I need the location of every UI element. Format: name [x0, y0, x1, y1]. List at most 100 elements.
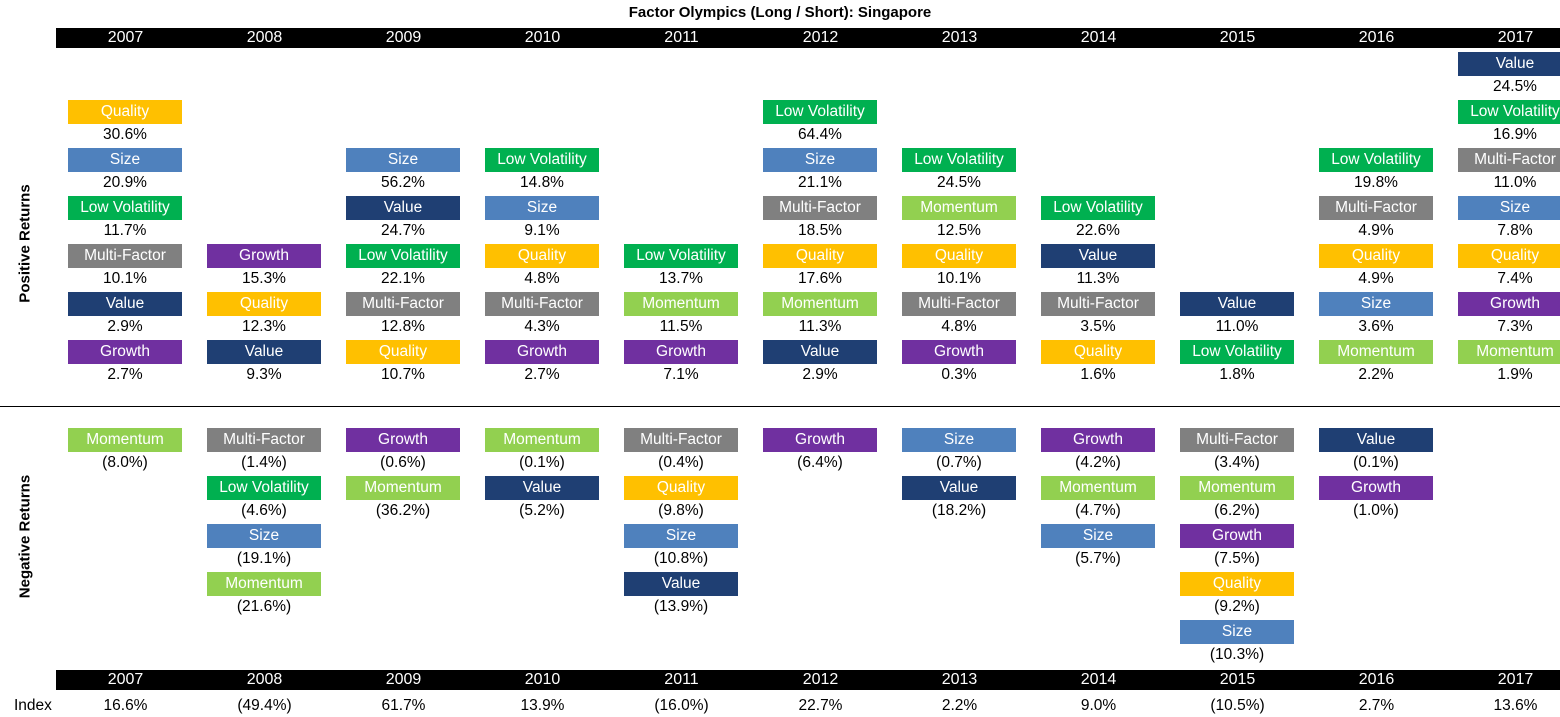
factor-box-size: Size — [68, 148, 182, 172]
factor-box-value: Value — [1041, 244, 1155, 268]
factor-return-value: (4.7%) — [1075, 502, 1121, 519]
factor-return-value: 3.5% — [1080, 318, 1116, 335]
factor-return-value: 4.3% — [524, 318, 560, 335]
factor-box-low-volatility: Low Volatility — [346, 244, 460, 268]
positive-returns-label: Positive Returns — [16, 184, 34, 303]
factor-return-value: 1.9% — [1497, 366, 1533, 383]
factor-box-low-volatility: Low Volatility — [1041, 196, 1155, 220]
year-label: 2015 — [1219, 671, 1256, 688]
factor-box-multi-factor: Multi-Factor — [1458, 148, 1560, 172]
factor-box-size: Size — [1458, 196, 1560, 220]
factor-return-value: 2.7% — [524, 366, 560, 383]
chart-title: Factor Olympics (Long / Short): Singapor… — [628, 4, 932, 21]
factor-return-value: 12.5% — [937, 222, 981, 239]
year-label: 2017 — [1497, 29, 1534, 46]
year-label: 2013 — [941, 671, 978, 688]
year-label: 2010 — [524, 29, 561, 46]
factor-box-value: Value — [1319, 428, 1433, 452]
factor-box-value: Value — [763, 340, 877, 364]
factor-return-value: (0.6%) — [380, 454, 426, 471]
factor-box-low-volatility: Low Volatility — [1319, 148, 1433, 172]
factor-return-value: 7.3% — [1497, 318, 1533, 335]
factor-return-value: 10.1% — [937, 270, 981, 287]
year-header-top: 2007 2008 2009 2010 2011 2012 2013 2014 2015 2016… — [56, 28, 1560, 48]
factor-box-quality: Quality — [346, 340, 460, 364]
factor-return-value: 11.0% — [1493, 174, 1537, 191]
year-label: 2014 — [1080, 29, 1117, 46]
factor-box-multi-factor: Multi-Factor — [1180, 428, 1294, 452]
factor-return-value: 4.8% — [524, 270, 560, 287]
factor-box-growth: Growth — [1180, 524, 1294, 548]
factor-box-value: Value — [902, 476, 1016, 500]
factor-return-value: (1.4%) — [241, 454, 287, 471]
factor-return-value: (4.2%) — [1075, 454, 1121, 471]
factor-return-value: 12.8% — [381, 318, 425, 335]
year-label: 2012 — [802, 671, 839, 688]
factor-return-value: (0.4%) — [658, 454, 704, 471]
factor-return-value: (8.0%) — [102, 454, 148, 471]
factor-box-quality: Quality — [902, 244, 1016, 268]
zero-divider — [0, 406, 1560, 407]
index-return-value: 16.6% — [103, 697, 148, 714]
factor-return-value: 21.1% — [798, 174, 842, 191]
index-label: Index — [14, 697, 52, 714]
factor-return-value: 56.2% — [381, 174, 425, 191]
factor-box-size: Size — [1041, 524, 1155, 548]
factor-return-value: (0.7%) — [936, 454, 982, 471]
factor-return-value: (13.9%) — [653, 598, 709, 615]
year-label: 2009 — [385, 671, 422, 688]
factor-box-quality: Quality — [68, 100, 182, 124]
factor-return-value: 11.5% — [659, 318, 703, 335]
factor-box-size: Size — [763, 148, 877, 172]
factor-box-size: Size — [485, 196, 599, 220]
negative-returns-label: Negative Returns — [16, 474, 34, 599]
factor-box-multi-factor: Multi-Factor — [624, 428, 738, 452]
factor-return-value: (6.2%) — [1214, 502, 1260, 519]
factor-box-multi-factor: Multi-Factor — [207, 428, 321, 452]
factor-return-value: (9.8%) — [658, 502, 704, 519]
factor-box-size: Size — [346, 148, 460, 172]
factor-box-size: Size — [624, 524, 738, 548]
factor-box-multi-factor: Multi-Factor — [68, 244, 182, 268]
year-label: 2010 — [524, 671, 561, 688]
year-label: 2011 — [664, 29, 699, 46]
factor-return-value: 1.8% — [1219, 366, 1255, 383]
factor-return-value: 10.7% — [381, 366, 425, 383]
factor-return-value: (36.2%) — [375, 502, 431, 519]
factor-box-quality: Quality — [624, 476, 738, 500]
factor-box-momentum: Momentum — [1180, 476, 1294, 500]
factor-box-quality: Quality — [1319, 244, 1433, 268]
index-return-value: 9.0% — [1080, 697, 1117, 714]
factor-return-value: 9.1% — [524, 222, 560, 239]
year-label: 2009 — [385, 29, 422, 46]
factor-return-value: 13.7% — [659, 270, 703, 287]
factor-box-size: Size — [902, 428, 1016, 452]
factor-return-value: 14.8% — [520, 174, 564, 191]
factor-box-multi-factor: Multi-Factor — [763, 196, 877, 220]
factor-box-multi-factor: Multi-Factor — [902, 292, 1016, 316]
factor-box-quality: Quality — [1041, 340, 1155, 364]
factor-return-value: 4.9% — [1358, 222, 1394, 239]
factor-box-growth: Growth — [763, 428, 877, 452]
factor-box-low-volatility: Low Volatility — [1458, 100, 1560, 124]
factor-return-value: 64.4% — [798, 126, 842, 143]
factor-return-value: 7.1% — [663, 366, 699, 383]
index-return-value: (10.5%) — [1210, 697, 1265, 714]
index-return-value: 22.7% — [798, 697, 843, 714]
factor-return-value: 2.9% — [802, 366, 838, 383]
factor-box-momentum: Momentum — [346, 476, 460, 500]
factor-box-growth: Growth — [1458, 292, 1560, 316]
factor-box-growth: Growth — [1041, 428, 1155, 452]
year-header-bottom: 2007 2008 2009 2010 2011 2012 2013 2014 2015 2016… — [56, 670, 1560, 690]
factor-box-momentum: Momentum — [1041, 476, 1155, 500]
factor-return-value: (3.4%) — [1214, 454, 1260, 471]
year-label: 2012 — [802, 29, 839, 46]
factor-box-value: Value — [1458, 52, 1560, 76]
factor-box-multi-factor: Multi-Factor — [485, 292, 599, 316]
factor-return-value: (4.6%) — [241, 502, 287, 519]
factor-box-growth: Growth — [68, 340, 182, 364]
factor-box-low-volatility: Low Volatility — [902, 148, 1016, 172]
factor-return-value: 20.9% — [103, 174, 147, 191]
factor-return-value: (10.3%) — [1209, 646, 1265, 663]
factor-return-value: (18.2%) — [931, 502, 987, 519]
